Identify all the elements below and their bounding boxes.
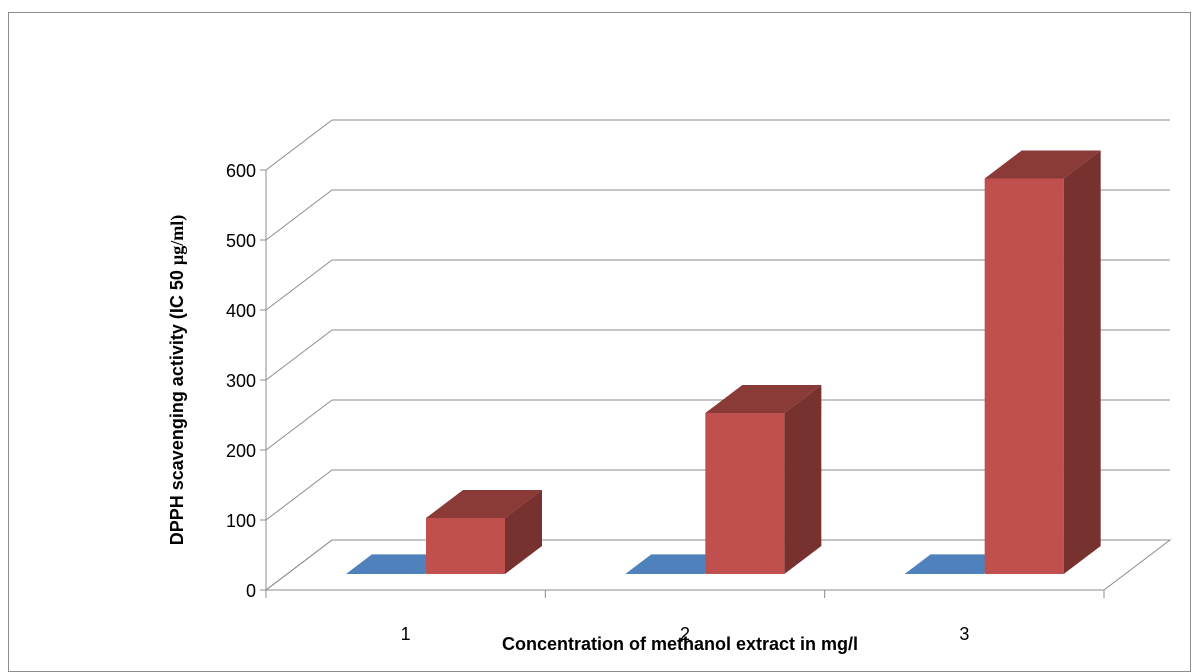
x-tick-label: 2 bbox=[680, 624, 690, 644]
gridline-diagonal bbox=[265, 189, 333, 241]
y-tick-label: 500 bbox=[226, 231, 256, 251]
y-tick-label: 600 bbox=[226, 161, 256, 181]
bar-series1-cat1 bbox=[346, 554, 451, 574]
bar-side-series2-cat2 bbox=[784, 385, 822, 574]
bar-top-series2-cat3 bbox=[984, 150, 1101, 179]
bar-top-series2-cat1 bbox=[426, 490, 542, 518]
axes bbox=[260, 169, 1105, 598]
bar-series1-cat2 bbox=[625, 554, 731, 574]
gridline-diagonal bbox=[265, 259, 333, 311]
bar-series2-cat2 bbox=[705, 413, 785, 574]
gridline-diagonal bbox=[265, 399, 333, 451]
y-tick-label: 0 bbox=[246, 581, 256, 601]
x-tick-label: 3 bbox=[959, 624, 969, 644]
bar-top-series2-cat2 bbox=[705, 385, 822, 413]
y-tick-label: 400 bbox=[226, 301, 256, 321]
y-tick-label: 200 bbox=[226, 441, 256, 461]
x-tick-label: 1 bbox=[401, 624, 411, 644]
bars bbox=[346, 150, 1101, 574]
x-tick-labels: 1 2 3 bbox=[401, 624, 970, 644]
bar-series2-cat1 bbox=[426, 518, 505, 574]
x-axis-title: Concentration of methanol extract in mg/… bbox=[502, 634, 858, 654]
y-axis-title: DPPH scavenging activity (IC 50 µg/ml) bbox=[167, 215, 188, 545]
bar-series2-cat3 bbox=[984, 178, 1064, 574]
bar-side-series2-cat3 bbox=[1063, 150, 1101, 574]
gridline-diagonal bbox=[265, 329, 333, 381]
y-tick-label: 300 bbox=[226, 371, 256, 391]
bar-side-series2-cat1 bbox=[505, 490, 542, 574]
bar-series1-cat3 bbox=[904, 554, 1010, 574]
gridline-diagonal bbox=[265, 119, 333, 171]
y-tick-label: 100 bbox=[226, 511, 256, 531]
y-tick-labels: 0 100 200 300 400 500 600 bbox=[226, 161, 256, 601]
gridline-diagonal bbox=[265, 469, 333, 521]
